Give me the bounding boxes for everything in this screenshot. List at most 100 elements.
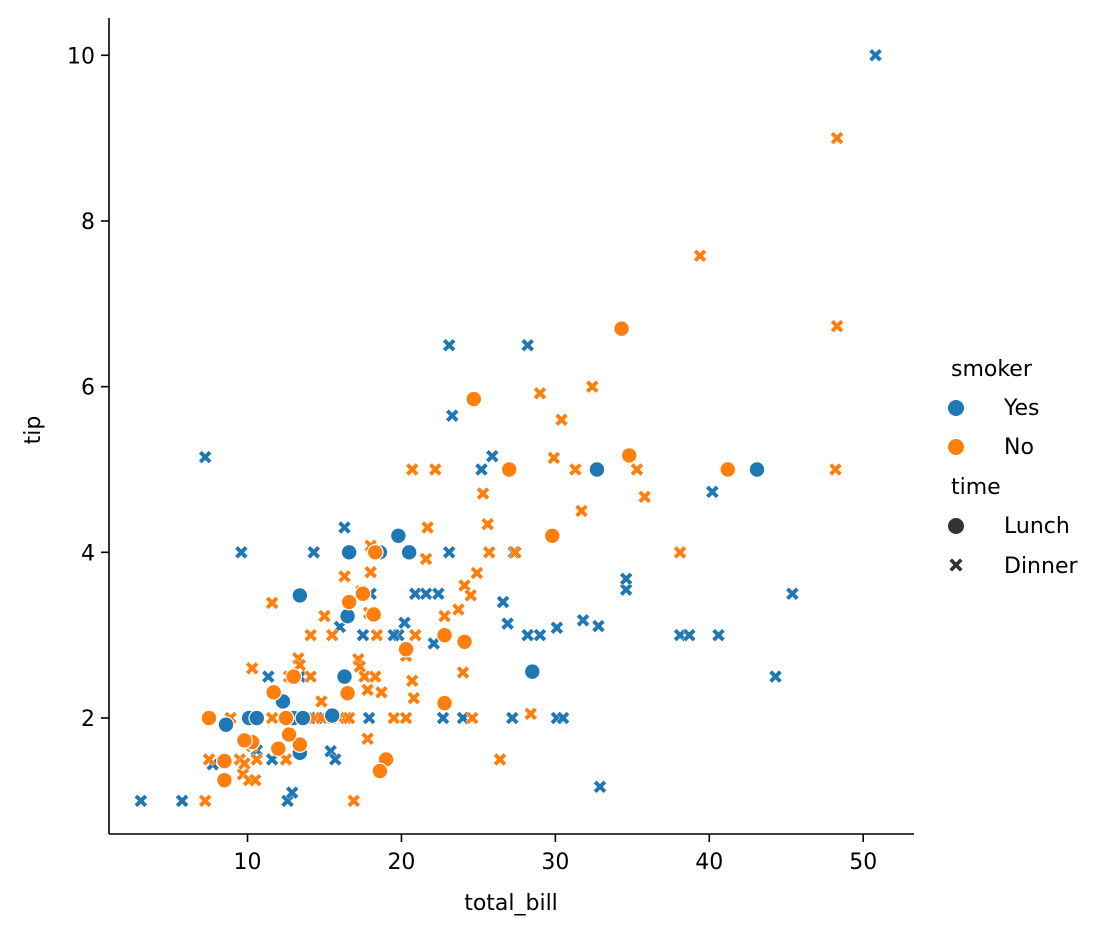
point-no-dinner xyxy=(554,412,569,427)
point-no-dinner xyxy=(585,379,600,394)
point-no-lunch xyxy=(216,752,233,770)
point-no-dinner xyxy=(405,462,420,477)
point-no-dinner xyxy=(406,691,421,705)
point-no-dinner xyxy=(198,794,213,808)
point-yes-dinner xyxy=(419,586,433,601)
point-no-dinner xyxy=(265,711,280,725)
point-no-lunch xyxy=(339,684,356,702)
point-no-lunch xyxy=(456,633,473,651)
point-yes-dinner xyxy=(556,711,570,725)
point-yes-dinner xyxy=(485,449,500,464)
point-no-dinner xyxy=(405,673,420,688)
point-no-dinner xyxy=(637,489,652,504)
point-yes-dinner xyxy=(619,582,634,597)
x-axis-ticks: 10 20 30 40 50 xyxy=(234,834,877,875)
point-no-dinner xyxy=(533,386,547,401)
legend-title-smoker: smoker xyxy=(951,357,1033,382)
point-no-lunch xyxy=(291,736,309,753)
point-no-dinner xyxy=(451,602,466,617)
point-no-dinner xyxy=(419,552,433,566)
legend-title-time: time xyxy=(951,475,1001,500)
x-tick-label: 40 xyxy=(695,850,723,875)
point-yes-dinner xyxy=(533,628,547,643)
point-yes-dinner xyxy=(550,620,564,635)
point-no-dinner xyxy=(523,707,538,721)
point-yes-dinner xyxy=(328,752,343,767)
point-no-dinner xyxy=(303,628,318,643)
point-no-dinner xyxy=(265,596,280,610)
point-no-dinner xyxy=(482,545,497,560)
point-yes-lunch xyxy=(400,543,418,561)
point-no-lunch xyxy=(371,762,389,780)
point-no-dinner xyxy=(325,628,340,643)
point-yes-dinner xyxy=(426,636,441,651)
point-yes-dinner xyxy=(285,785,300,800)
point-no-dinner xyxy=(317,609,332,623)
point-yes-dinner xyxy=(591,619,606,633)
point-no-dinner xyxy=(248,773,263,788)
point-yes-dinner xyxy=(442,338,457,353)
point-yes-dinner xyxy=(408,586,423,601)
point-no-dinner xyxy=(546,451,561,465)
point-no-dinner xyxy=(470,566,484,580)
point-yes-dinner xyxy=(175,794,189,808)
point-yes-dinner xyxy=(442,545,457,560)
point-no-dinner xyxy=(480,517,495,532)
point-no-dinner xyxy=(673,545,687,560)
point-no-dinner xyxy=(353,659,367,674)
point-yes-lunch xyxy=(748,461,766,478)
point-no-dinner xyxy=(249,752,264,767)
point-no-dinner xyxy=(568,462,583,477)
point-no-dinner xyxy=(408,628,423,643)
x-tick-label: 30 xyxy=(541,850,569,875)
point-no-dinner xyxy=(303,669,318,684)
point-yes-dinner xyxy=(520,628,535,643)
point-no-dinner xyxy=(828,462,843,477)
point-no-dinner xyxy=(369,628,384,643)
point-no-dinner xyxy=(346,794,361,808)
point-no-dinner xyxy=(630,462,644,477)
point-yes-dinner xyxy=(619,571,634,586)
legend-label-yes: Yes xyxy=(1003,396,1040,421)
point-yes-dinner xyxy=(576,613,590,628)
point-no-lunch xyxy=(200,709,218,727)
point-no-lunch xyxy=(436,694,453,712)
plot-area: 10 20 30 40 50 2 4 6 8 10 xyxy=(67,18,914,875)
point-yes-dinner xyxy=(785,586,800,601)
point-no-dinner xyxy=(508,545,523,560)
y-tick-label: 8 xyxy=(81,210,95,235)
point-no-dinner xyxy=(428,462,443,477)
point-no-dinner xyxy=(465,711,480,725)
point-yes-dinner xyxy=(520,338,535,353)
point-no-dinner xyxy=(420,520,435,535)
point-yes-dinner xyxy=(386,628,401,643)
point-no-dinner xyxy=(399,711,413,725)
point-yes-dinner xyxy=(768,669,783,684)
point-yes-dinner xyxy=(711,628,726,643)
point-no-dinner xyxy=(830,131,844,145)
point-yes-dinner xyxy=(337,520,352,535)
point-yes-lunch xyxy=(336,668,353,685)
point-no-lunch xyxy=(365,606,383,623)
point-no-dinner xyxy=(574,504,589,518)
point-yes-dinner xyxy=(134,794,148,808)
point-yes-lunch xyxy=(389,527,407,545)
point-no-lunch xyxy=(265,683,283,701)
point-yes-dinner xyxy=(234,545,249,560)
point-no-lunch xyxy=(366,543,384,561)
y-tick-label: 10 xyxy=(67,44,95,69)
point-yes-dinner xyxy=(505,711,520,725)
point-yes-lunch xyxy=(323,707,341,724)
point-no-lunch xyxy=(216,771,233,789)
point-no-lunch xyxy=(340,593,358,611)
point-yes-dinner xyxy=(593,779,607,794)
point-yes-dinner xyxy=(362,711,376,725)
point-no-lunch xyxy=(285,668,303,685)
y-tick-label: 6 xyxy=(81,376,95,401)
point-no-dinner xyxy=(830,319,844,334)
point-yes-dinner xyxy=(436,711,450,725)
y-axis-label: tip xyxy=(21,416,46,445)
point-no-dinner xyxy=(342,711,356,725)
point-yes-lunch xyxy=(588,461,606,478)
